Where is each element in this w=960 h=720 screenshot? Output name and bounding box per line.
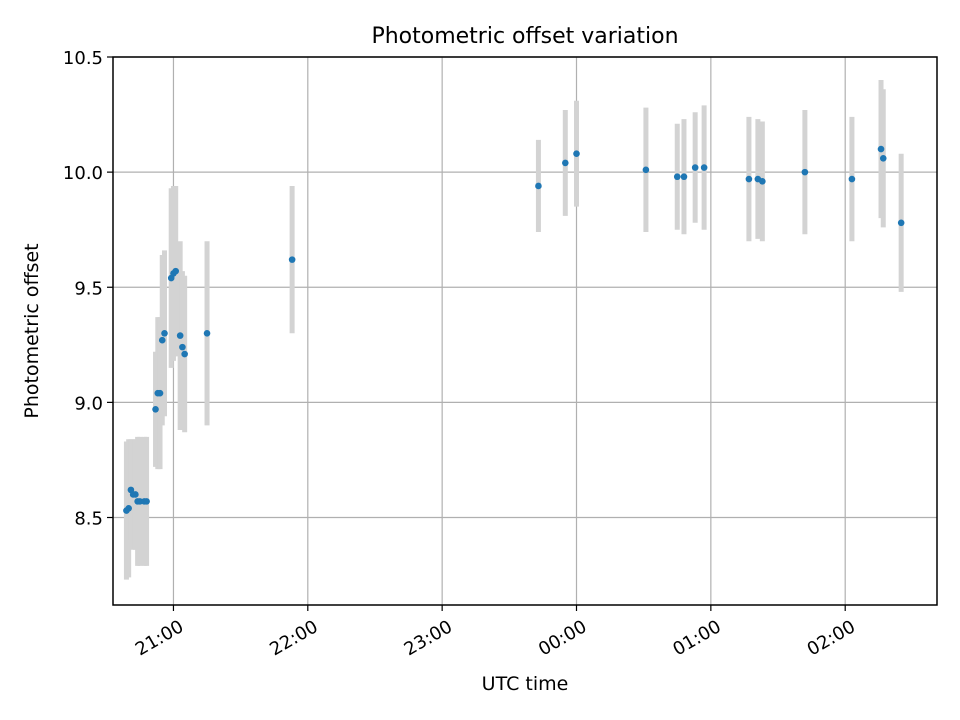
data-point <box>897 219 905 227</box>
data-point <box>181 350 188 358</box>
data-point <box>877 145 885 153</box>
x-axis-label: UTC time <box>482 673 569 695</box>
data-points <box>123 145 905 514</box>
data-point <box>879 155 887 162</box>
data-point <box>161 330 168 337</box>
data-point <box>132 491 139 498</box>
y-axis-label: Photometric offset <box>21 243 43 418</box>
data-point <box>172 267 179 275</box>
data-point <box>642 166 650 174</box>
y-tick-label: 10.0 <box>63 163 103 184</box>
data-point <box>691 164 699 171</box>
data-point <box>176 332 184 339</box>
data-point <box>156 389 164 397</box>
data-point <box>179 343 186 351</box>
data-point <box>562 159 569 167</box>
chart-title: Photometric offset variation <box>371 24 678 49</box>
y-axis-ticks: 8.5 9.0 9.5 10.0 10.5 <box>63 48 113 530</box>
data-point <box>158 336 166 344</box>
y-tick-label: 9.0 <box>74 393 103 414</box>
data-point <box>143 498 150 505</box>
data-point <box>573 150 580 158</box>
y-tick-label: 8.5 <box>74 509 103 530</box>
data-point <box>152 405 159 413</box>
data-point <box>745 175 753 183</box>
data-point <box>288 256 296 263</box>
data-point <box>673 173 681 181</box>
plot-frame <box>112 56 938 606</box>
data-point <box>759 178 766 185</box>
data-point <box>700 164 708 171</box>
y-tick-label: 9.5 <box>74 278 103 299</box>
data-point <box>125 504 132 512</box>
data-point <box>535 182 542 190</box>
data-point <box>848 175 856 183</box>
data-point <box>203 330 211 337</box>
y-tick-label: 10.5 <box>63 48 103 69</box>
data-point <box>680 173 688 181</box>
data-point <box>801 168 809 176</box>
